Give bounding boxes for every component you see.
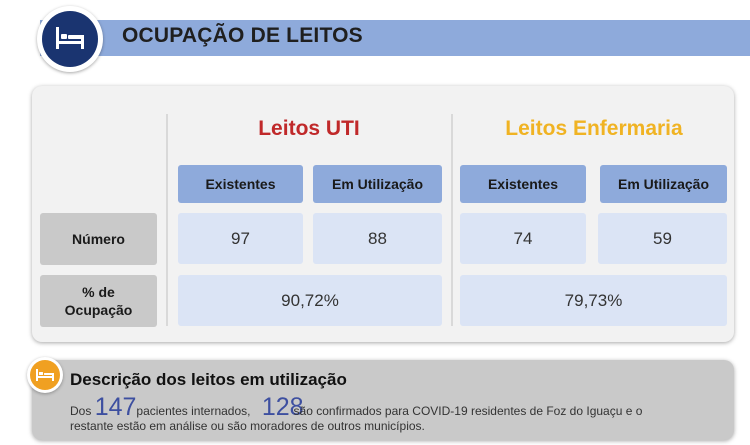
row-label-ocupacao: % de Ocupação: [40, 275, 157, 327]
enfermaria-numero-existentes: 74: [460, 213, 586, 264]
row-label-numero: Número: [40, 213, 157, 265]
description-panel: [32, 360, 734, 440]
row-label-ocupacao-line1: % de: [82, 284, 115, 300]
header-band: [40, 20, 750, 56]
uti-numero-existentes: 97: [178, 213, 303, 264]
uti-numero-em-utilizacao: 88: [313, 213, 442, 264]
enfermaria-em-utilizacao-header: Em Utilização: [600, 165, 727, 203]
description-title: Descrição dos leitos em utilização: [70, 370, 347, 389]
internados-text: pacientes internados,: [136, 404, 254, 418]
page-title: OCUPAÇÃO DE LEITOS: [122, 24, 363, 47]
uti-title: Leitos UTI: [258, 117, 360, 140]
row-label-ocupacao-line2: Ocupação: [64, 302, 133, 318]
description-line-2: restante estão em análise ou são morador…: [70, 419, 425, 433]
internados-count: 147: [94, 393, 137, 421]
uti-em-utilizacao-header: Em Utilização: [313, 165, 442, 203]
enfermaria-existentes-header: Existentes: [460, 165, 586, 203]
column-divider: [451, 114, 453, 326]
description-prefix: Dos: [70, 404, 95, 418]
bed-icon: [56, 27, 84, 49]
bed-icon: [36, 369, 54, 381]
header-icon-badge: [37, 6, 103, 72]
confirmados-count: 128: [261, 393, 304, 421]
column-divider: [166, 114, 168, 326]
enfermaria-numero-em-utilizacao: 59: [598, 213, 727, 264]
description-line-1: Dos 147pacientes internados, 128são conf…: [70, 393, 642, 422]
uti-ocupacao: 90,72%: [178, 275, 442, 326]
enfermaria-ocupacao: 79,73%: [460, 275, 727, 326]
description-icon-badge: [27, 357, 63, 393]
confirmados-text: são confirmados para COVID-19 residentes…: [293, 404, 643, 418]
uti-existentes-header: Existentes: [178, 165, 303, 203]
enfermaria-title: Leitos Enfermaria: [505, 117, 683, 140]
